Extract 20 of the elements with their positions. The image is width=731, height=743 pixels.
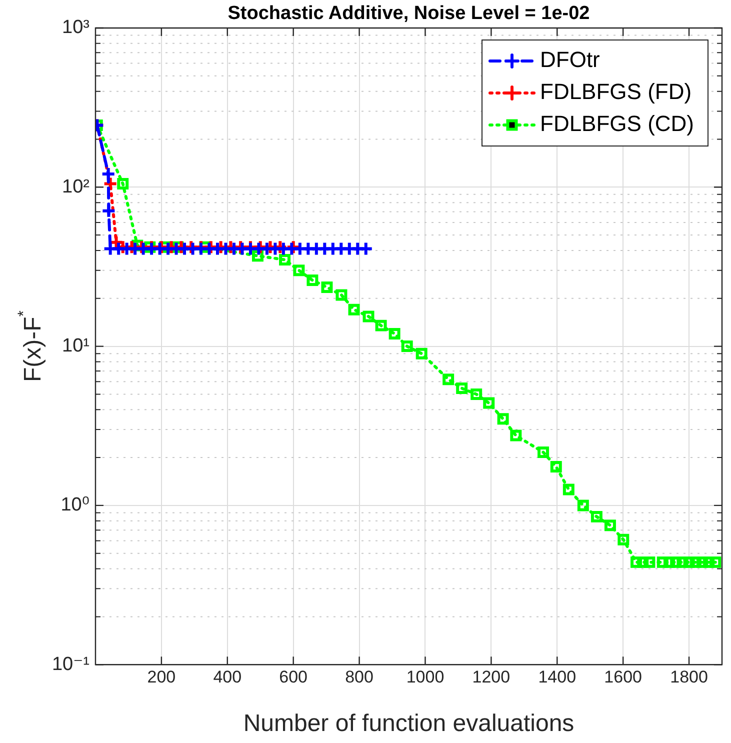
x-tick-label: 1400	[538, 667, 576, 686]
x-tick-label: 400	[213, 667, 242, 686]
x-tick-label: 1800	[670, 667, 708, 686]
x-tick-label: 1600	[604, 667, 642, 686]
x-tick-label: 800	[345, 667, 374, 686]
legend-label: FDLBFGS (CD)	[540, 111, 694, 136]
y-tick-label: 10⁰	[60, 494, 90, 516]
x-tick-label: 1200	[472, 667, 510, 686]
y-tick-label: 10¹	[62, 336, 90, 357]
chart-title: Stochastic Additive, Noise Level = 1e-02	[228, 3, 590, 24]
x-tick-label: 1000	[406, 667, 444, 686]
legend-label: DFOtr	[540, 47, 600, 72]
legend-label: FDLBFGS (FD)	[540, 79, 692, 104]
x-tick-label: 200	[147, 667, 176, 686]
y-tick-label: 10²	[62, 176, 90, 198]
y-tick-label: 10⁻¹	[52, 654, 90, 675]
x-tick-label: 600	[279, 667, 308, 686]
y-axis-title: F(x)-F*	[16, 310, 47, 382]
x-axis-title: Number of function evaluations	[243, 710, 574, 738]
y-tick-label: 10³	[62, 17, 90, 38]
